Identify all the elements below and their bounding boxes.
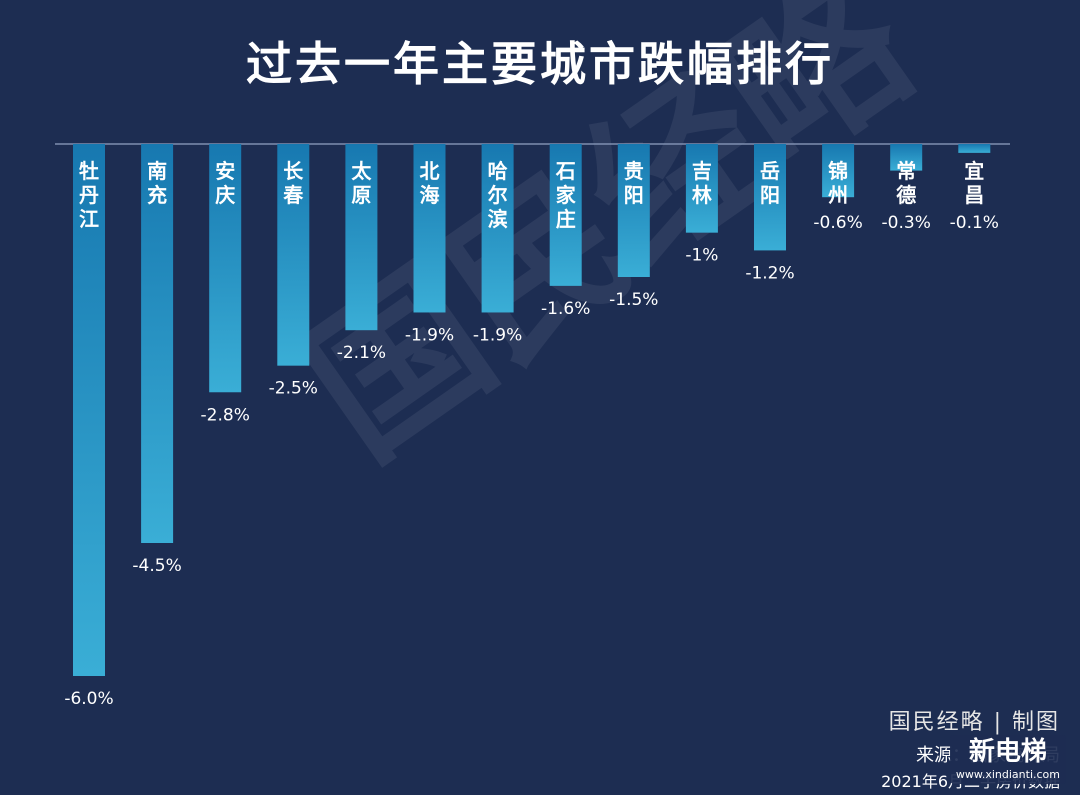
bar-6 — [413, 144, 446, 313]
bar-11 — [754, 144, 786, 251]
bar-14 — [958, 144, 991, 153]
value-label-5: -2.1% — [337, 343, 386, 363]
bar-3 — [209, 144, 242, 393]
chart-credit: 国民经略 | 制图 — [888, 710, 1060, 735]
bar-8 — [549, 144, 582, 286]
value-label-11: -1.2% — [745, 263, 794, 283]
value-label-7: -1.9% — [473, 325, 522, 345]
category-label-14: 宜昌 — [964, 159, 984, 207]
value-label-2: -4.5% — [132, 556, 181, 576]
value-label-4: -2.5% — [269, 379, 318, 399]
value-label-13: -0.3% — [882, 213, 931, 233]
value-label-9: -1.5% — [609, 290, 658, 310]
value-label-12: -0.6% — [813, 213, 862, 233]
category-label-7: 哈尔滨 — [488, 159, 508, 231]
category-label-9: 贵阳 — [624, 159, 644, 207]
site-logo: 新电梯 www.xindianti.com — [949, 735, 1066, 784]
value-label-1: -6.0% — [64, 689, 113, 709]
category-label-8: 石家庄 — [555, 159, 577, 231]
bar-9 — [617, 144, 650, 277]
category-label-6: 北海 — [420, 159, 440, 207]
bar-2 — [141, 144, 174, 543]
value-label-10: -1% — [685, 246, 718, 266]
category-label-5: 太原 — [351, 159, 372, 207]
bar-10 — [685, 144, 718, 233]
site-logo-text: 新电梯 — [968, 737, 1047, 767]
category-label-13: 常德 — [896, 159, 916, 207]
value-label-6: -1.9% — [405, 325, 454, 345]
bar-7 — [481, 144, 514, 313]
category-label-3: 安庆 — [215, 159, 235, 207]
value-label-3: -2.8% — [201, 405, 250, 425]
value-label-14: -0.1% — [950, 213, 999, 233]
site-logo-url: www.xindianti.com — [955, 768, 1060, 781]
category-label-11: 岳阳 — [760, 159, 780, 207]
value-label-8: -1.6% — [541, 299, 590, 319]
bar-5 — [345, 144, 378, 331]
category-label-4: 长春 — [282, 159, 304, 207]
category-label-2: 南充 — [147, 159, 167, 207]
bar-1 — [73, 144, 105, 676]
page-title: 过去一年主要城市跌幅排行 — [246, 37, 834, 91]
category-label-1: 牡丹江 — [79, 159, 99, 231]
category-label-10: 吉林 — [692, 159, 712, 207]
bar-4 — [277, 144, 310, 366]
bar-13 — [890, 144, 923, 171]
bar-12 — [822, 144, 855, 198]
category-label-12: 锦州 — [828, 159, 848, 207]
